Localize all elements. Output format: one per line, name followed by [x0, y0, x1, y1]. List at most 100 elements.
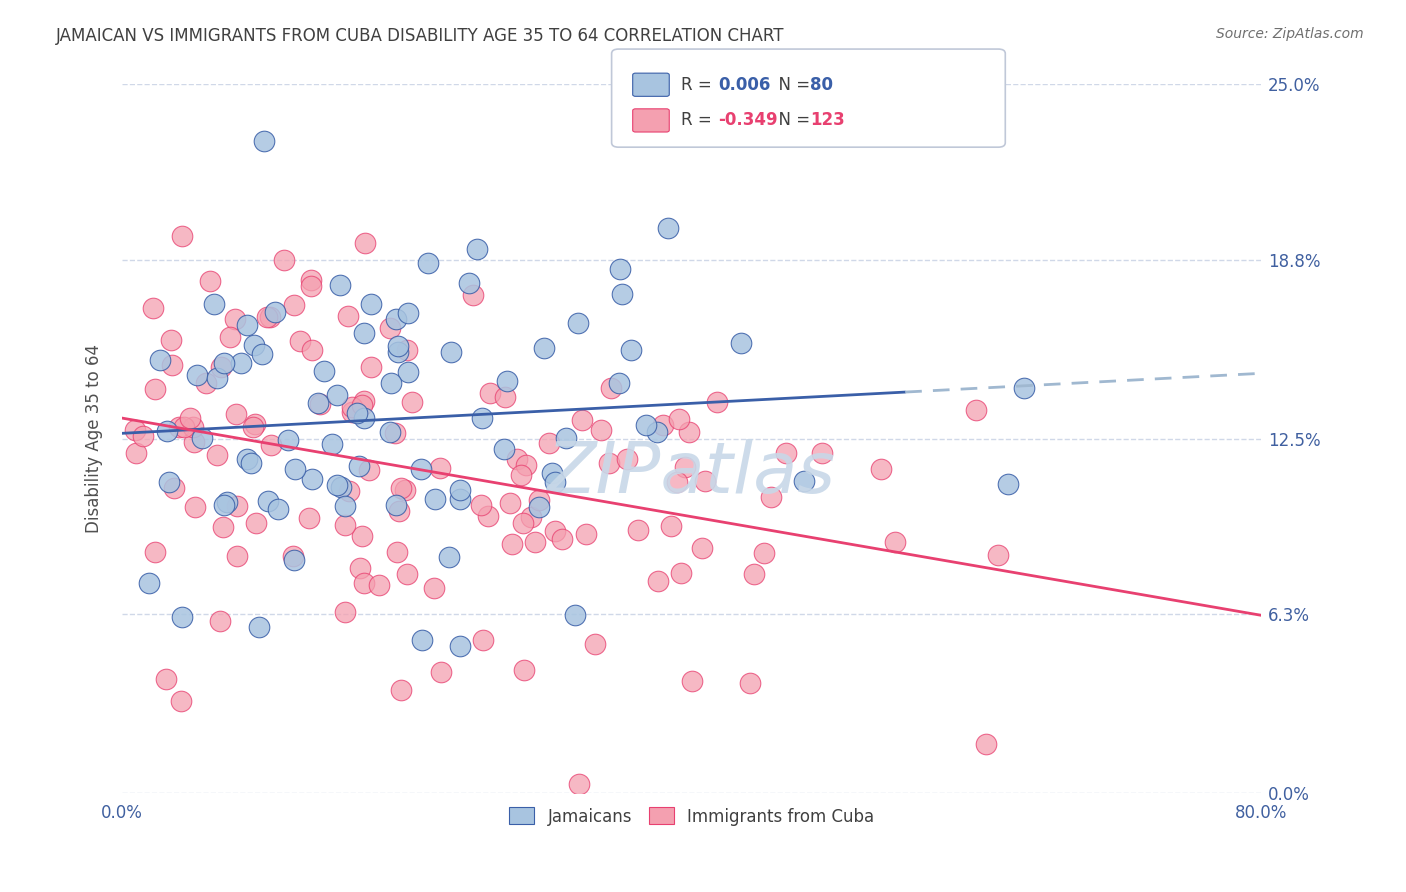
Point [538, 435, 561, 450]
Point [212, 498, 235, 512]
Point [965, 403, 987, 417]
Point [759, 490, 782, 504]
Point [125, 446, 148, 460]
Point [437, 549, 460, 564]
Point [494, 390, 516, 404]
Point [326, 478, 349, 492]
Text: 123: 123 [810, 112, 845, 129]
Point [520, 510, 543, 524]
Point [423, 492, 446, 507]
Point [190, 431, 212, 445]
Point [564, 608, 586, 623]
Point [277, 433, 299, 447]
Point [387, 339, 409, 353]
Point [347, 458, 370, 473]
Text: R =: R = [681, 112, 717, 129]
Point [515, 458, 537, 472]
Point [205, 371, 228, 385]
Text: 80: 80 [810, 76, 832, 94]
Point [224, 311, 246, 326]
Point [281, 549, 304, 563]
Point [124, 423, 146, 437]
Point [260, 438, 283, 452]
Point [657, 221, 679, 235]
Text: ZIPatlas: ZIPatlas [547, 440, 837, 508]
Point [353, 394, 375, 409]
Point [394, 483, 416, 498]
Point [162, 358, 184, 372]
Point [367, 577, 389, 591]
Point [612, 286, 634, 301]
Point [142, 301, 165, 315]
Point [225, 408, 247, 422]
Point [752, 545, 775, 559]
Point [665, 475, 688, 490]
Point [225, 500, 247, 514]
Point [411, 633, 433, 648]
Point [477, 508, 499, 523]
Point [159, 333, 181, 347]
Point [884, 535, 907, 549]
Point [143, 545, 166, 559]
Point [209, 614, 232, 628]
Point [387, 344, 409, 359]
Point [259, 310, 281, 324]
Point [471, 411, 494, 425]
Point [333, 500, 356, 514]
Point [599, 381, 621, 395]
Point [337, 309, 360, 323]
Point [533, 341, 555, 355]
Point [273, 252, 295, 267]
Point [170, 694, 193, 708]
Point [163, 482, 186, 496]
Point [242, 420, 264, 434]
Point [668, 412, 690, 426]
Point [198, 274, 221, 288]
Point [541, 467, 564, 481]
Point [409, 462, 432, 476]
Point [167, 420, 190, 434]
Point [326, 388, 349, 402]
Point [492, 442, 515, 456]
Point [652, 418, 675, 433]
Point [157, 475, 180, 490]
Point [499, 496, 522, 510]
Point [352, 398, 374, 412]
Point [236, 318, 259, 332]
Point [186, 368, 208, 383]
Point [870, 462, 893, 476]
Point [346, 406, 368, 420]
Point [354, 235, 377, 250]
Point [512, 516, 534, 530]
Point [568, 777, 591, 791]
Text: N =: N = [768, 112, 815, 129]
Point [264, 305, 287, 319]
Point [209, 360, 232, 375]
Point [321, 436, 343, 450]
Point [283, 298, 305, 312]
Point [253, 134, 276, 148]
Point [299, 273, 322, 287]
Point [353, 326, 375, 340]
Point [987, 549, 1010, 563]
Point [396, 305, 419, 319]
Point [974, 737, 997, 751]
Point [132, 429, 155, 443]
Point [284, 462, 307, 476]
Point [544, 475, 567, 490]
Point [183, 435, 205, 450]
Point [997, 476, 1019, 491]
Point [299, 279, 322, 293]
Point [359, 463, 381, 477]
Point [470, 498, 492, 512]
Text: JAMAICAN VS IMMIGRANTS FROM CUBA DISABILITY AGE 35 TO 64 CORRELATION CHART: JAMAICAN VS IMMIGRANTS FROM CUBA DISABIL… [56, 27, 785, 45]
Point [242, 337, 264, 351]
Point [247, 620, 270, 634]
Point [257, 493, 280, 508]
Point [250, 347, 273, 361]
Point [330, 480, 353, 494]
Point [529, 492, 551, 507]
Point [225, 549, 247, 563]
Point [423, 581, 446, 595]
Text: R =: R = [681, 76, 717, 94]
